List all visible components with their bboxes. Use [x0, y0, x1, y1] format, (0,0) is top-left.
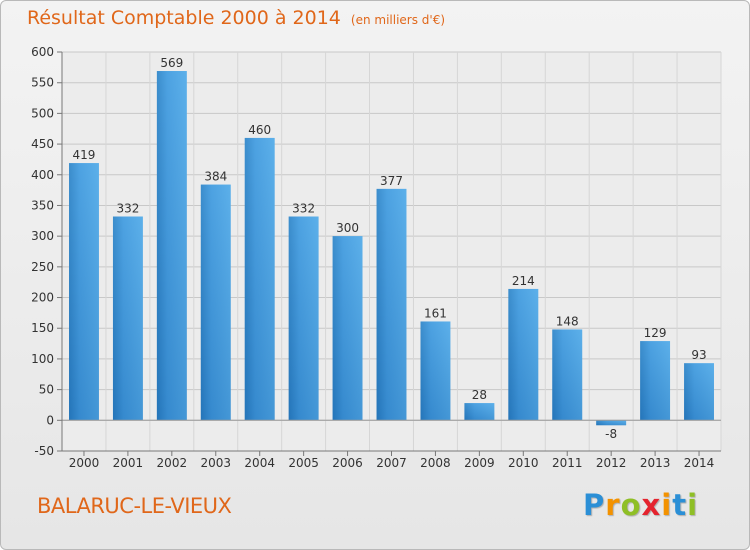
logo-letter: r [605, 488, 621, 522]
x-tick-label: 2009 [464, 456, 495, 470]
value-label: 161 [424, 306, 447, 320]
y-tick-label: 0 [46, 413, 54, 427]
bar-shade-2012 [596, 420, 627, 426]
bar-layer [69, 71, 714, 426]
value-label: 148 [556, 314, 579, 328]
chart-title: Résultat Comptable 2000 à 2014 (en millie… [27, 7, 445, 29]
value-label: 569 [160, 56, 183, 70]
x-tick-label: 2002 [157, 456, 188, 470]
x-tick-label: 2010 [508, 456, 539, 470]
value-label: 460 [248, 123, 271, 137]
value-label: -8 [605, 427, 617, 441]
y-tick-label: 550 [31, 76, 54, 90]
bar-shade-2006 [332, 236, 363, 421]
x-tick-label: 2012 [596, 456, 627, 470]
y-tick-label: 250 [31, 260, 54, 274]
logo-letter: t [672, 488, 688, 522]
value-label: 129 [644, 326, 667, 340]
y-tick-label: 450 [31, 137, 54, 151]
y-tick-label: 300 [31, 229, 54, 243]
x-tick-label: 2000 [69, 456, 100, 470]
x-tick-label: 2004 [244, 456, 275, 470]
x-tick-label: 2008 [420, 456, 451, 470]
value-label: 28 [472, 388, 487, 402]
bar-shade-2007 [376, 188, 407, 421]
y-tick-label: 350 [31, 198, 54, 212]
bar-shade-2000 [69, 163, 99, 421]
chart-title-text: Résultat Comptable 2000 à 2014 [27, 7, 341, 29]
x-tick-label: 2013 [640, 456, 671, 470]
commune-name: BALARUC-LE-VIEUX [37, 494, 232, 518]
y-tick-label: 100 [31, 352, 54, 366]
logo-letter: x [641, 488, 662, 522]
value-label: 332 [116, 202, 139, 216]
y-tick-label: 500 [31, 106, 54, 120]
bar-shade-2001 [112, 216, 143, 421]
logo-letter: i [661, 488, 673, 522]
y-tick-label: 50 [39, 383, 54, 397]
proxiti-logo: Proxiti [583, 488, 698, 522]
label-layer: 419 332 569 384 460 332 300 377 161 28 214 148 -8 129… [73, 56, 707, 441]
axis-layer: -50 0 50 100 150 200 250 300 350 400 450 500 550 600 2… [31, 45, 721, 470]
value-label: 377 [380, 174, 403, 188]
value-label: 93 [691, 348, 706, 362]
logo-letter: o [620, 488, 642, 522]
value-label: 300 [336, 221, 359, 235]
bar-shade-2002 [156, 71, 187, 421]
value-label: 419 [73, 148, 96, 162]
bar-shade-2004 [244, 137, 275, 421]
x-tick-label: 2001 [113, 456, 144, 470]
x-tick-label: 2006 [332, 456, 363, 470]
bar-shade-2014 [684, 363, 714, 421]
bar-shade-2005 [288, 216, 319, 421]
bar-shade-2013 [640, 341, 671, 421]
x-tick-label: 2003 [200, 456, 231, 470]
y-tick-label: -50 [34, 444, 54, 458]
y-tick-label: 400 [31, 168, 54, 182]
value-label: 384 [204, 170, 227, 184]
x-tick-label: 2005 [288, 456, 319, 470]
y-tick-label: 150 [31, 321, 54, 335]
y-tick-label: 600 [31, 45, 54, 59]
bar-shade-2003 [200, 184, 231, 421]
bar-shade-2008 [420, 321, 451, 421]
y-tick-label: 200 [31, 291, 54, 305]
x-tick-label: 2007 [376, 456, 407, 470]
logo-letter: P [583, 488, 606, 522]
x-tick-label: 2014 [684, 456, 715, 470]
value-label: 214 [512, 274, 535, 288]
bar-shade-2009 [464, 403, 495, 421]
x-tick-label: 2011 [552, 456, 583, 470]
bar-shade-2011 [552, 329, 583, 421]
bar-shade-2010 [508, 288, 539, 421]
logo-letter: i [687, 488, 699, 522]
chart-subtitle: (en milliers d'€) [350, 13, 446, 27]
value-label: 332 [292, 202, 315, 216]
